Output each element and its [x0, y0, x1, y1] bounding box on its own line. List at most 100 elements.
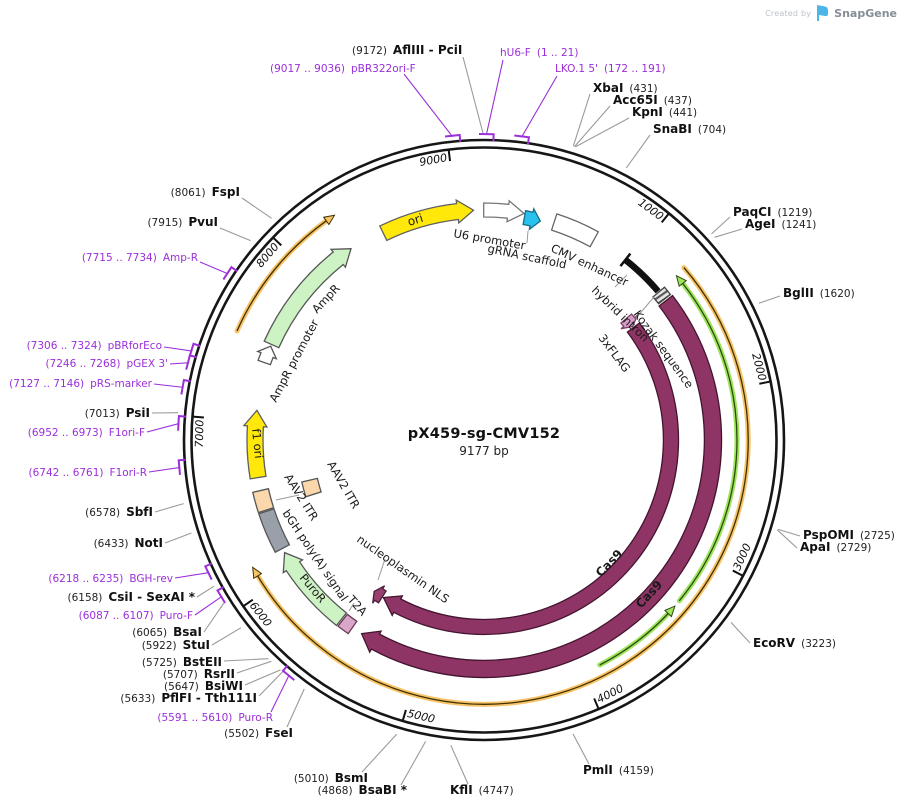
snapgene-brand-label: SnapGene: [834, 6, 897, 20]
orf-green-long-line: [678, 282, 738, 602]
enzyme-leader-line: [625, 134, 651, 169]
enzyme-label[interactable]: BglII (1620): [783, 286, 855, 300]
enzyme-leader-line: [450, 744, 469, 785]
enzyme-label[interactable]: PaqCI (1219): [733, 205, 812, 219]
enzyme-leader-line: [400, 741, 427, 786]
enzyme-label[interactable]: KpnI (441): [632, 105, 697, 119]
primer-pBRforEco: (7306 .. 7324) pBRforEco: [27, 340, 201, 359]
primer-tick: [177, 458, 186, 475]
enzyme-label[interactable]: XbaI (431): [593, 81, 658, 95]
enzyme-label[interactable]: SnaBI (704): [653, 122, 726, 136]
enzyme-KflI: KflI (4747): [450, 744, 514, 797]
primer-leader-line: [194, 595, 223, 616]
feature-puror[interactable]: [282, 551, 348, 627]
enzyme-leader-line: [575, 117, 630, 148]
feature-3xflag[interactable]: [619, 313, 638, 330]
enzyme-label[interactable]: (7013) PsiI: [85, 406, 150, 420]
primer-F1ori-R: (6742 .. 6761) F1ori-R: [29, 458, 186, 479]
primer-label[interactable]: (6952 .. 6973) F1ori-F: [28, 427, 145, 439]
feature-ampr-promoter[interactable]: [255, 345, 278, 366]
feature-label-f1-ori[interactable]: f1 ori: [249, 428, 266, 459]
feature-ori[interactable]: [378, 198, 475, 242]
feature-nucleoplasmin-nls[interactable]: [372, 585, 387, 604]
feature-leader-line-5: [275, 494, 300, 501]
primer-label[interactable]: (7306 .. 7324) pBRforEco: [27, 340, 162, 352]
enzyme-EcoRV: EcoRV (3223): [730, 621, 836, 650]
enzyme-label[interactable]: (6158) CsiI - SexAI *: [67, 590, 195, 604]
enzyme-label[interactable]: (5502) FseI: [224, 726, 293, 740]
enzyme-label[interactable]: (4868) BsaBI *: [318, 783, 408, 797]
enzyme-label[interactable]: (5010) BsmI: [294, 771, 368, 785]
primer-label[interactable]: LKO.1 5' (172 .. 191): [555, 63, 666, 75]
enzyme-leader-line: [236, 660, 272, 674]
primer-label[interactable]: (6742 .. 6761) F1ori-R: [29, 467, 147, 479]
primer-label[interactable]: (7127 .. 7146) pRS-marker: [9, 378, 153, 390]
primer-label[interactable]: (6087 .. 6107) Puro-F: [79, 610, 193, 622]
enzyme-leader-line: [219, 227, 251, 242]
primer-label[interactable]: (7715 .. 7734) Amp-R: [82, 252, 198, 264]
enzyme-BsaBI-: (4868) BsaBI *: [318, 741, 427, 797]
primer-pGEX-3-: (7246 .. 7268) pGEX 3': [45, 354, 197, 370]
feature-hybrid-intron-cap: [619, 252, 632, 267]
feature-leader-line-0: [526, 230, 529, 244]
enzyme-label[interactable]: (6065) BsaI: [132, 625, 202, 639]
enzyme-BsaI: (6065) BsaI: [132, 602, 225, 639]
feature-cas9-inner[interactable]: [382, 322, 680, 636]
enzyme-SnaBI: SnaBI (704): [625, 122, 726, 169]
enzyme-label[interactable]: AgeI (1241): [745, 217, 816, 231]
feature-label-nucleoplasmin-nls[interactable]: nucleoplasmin NLS: [354, 532, 452, 606]
enzyme-label[interactable]: (7915) PvuI: [147, 215, 218, 229]
primer-label[interactable]: (7246 .. 7268) pGEX 3': [45, 358, 168, 370]
feature-f1-ori[interactable]: [242, 409, 269, 480]
primer-label[interactable]: (9017 .. 9036) pBR322ori-F: [270, 63, 416, 75]
feature-cas9-outer[interactable]: [360, 294, 723, 679]
primer-leader-line: [199, 261, 229, 275]
feature-aav2-itr-outer[interactable]: [252, 487, 275, 514]
enzyme-label[interactable]: EcoRV (3223): [753, 636, 836, 650]
enzyme-AflIII-PciI: (9172) AflIII - PciI: [352, 43, 484, 134]
feature-label-ori[interactable]: ori: [406, 211, 425, 229]
primer-label[interactable]: hU6-F (1 .. 21): [500, 47, 578, 59]
enzyme-label[interactable]: (9172) AflIII - PciI: [352, 43, 462, 57]
enzyme-RsrII: (5707) RsrII: [163, 660, 272, 681]
feature-leader-line-2: [614, 274, 628, 288]
primer-tick: [188, 342, 201, 359]
scale-tick-label: 9000: [418, 151, 448, 169]
enzyme-BglII: BglII (1620): [758, 286, 855, 304]
enzyme-label[interactable]: (5707) RsrII: [163, 667, 235, 681]
feature-u6-promoter[interactable]: [483, 199, 526, 223]
feature-grna-scaffold[interactable]: [522, 206, 542, 231]
enzyme-label[interactable]: PmlI (4159): [583, 763, 654, 777]
feature-bgh-polya[interactable]: [257, 508, 291, 554]
enzyme-PaqCI: PaqCI (1219): [711, 205, 812, 235]
enzyme-PsiI: (7013) PsiI: [85, 406, 179, 420]
enzyme-label[interactable]: (6578) SbfI: [85, 505, 153, 519]
enzyme-label[interactable]: (8061) FspI: [171, 185, 240, 199]
feature-label-3xflag[interactable]: 3xFLAG: [596, 331, 634, 375]
enzyme-label[interactable]: Acc65I (437): [613, 93, 692, 107]
primer-leader-line: [146, 422, 180, 433]
enzyme-label[interactable]: (5633) PflFI - Tth111I: [120, 691, 257, 705]
enzyme-label[interactable]: PspOMI (2725): [803, 528, 895, 542]
enzyme-StuI: (5922) StuI: [142, 627, 242, 652]
primer-label[interactable]: (6218 .. 6235) BGH-rev: [48, 573, 173, 585]
feature-ampr[interactable]: [263, 248, 352, 349]
enzyme-label[interactable]: KflI (4747): [450, 783, 514, 797]
feature-t2a[interactable]: [337, 613, 358, 635]
primer-leader-line: [270, 674, 290, 713]
primer-label[interactable]: (5591 .. 5610) Puro-R: [157, 712, 273, 724]
feature-cmv-enhancer[interactable]: [550, 213, 600, 248]
primer-pBR322ori-F: (9017 .. 9036) pBR322ori-F: [270, 63, 462, 142]
enzyme-label[interactable]: (5922) StuI: [142, 638, 210, 652]
enzyme-leader-line: [361, 733, 398, 773]
enzyme-label[interactable]: (5647) BsiWI: [164, 679, 243, 693]
enzyme-label[interactable]: (5725) BstEII: [142, 655, 222, 669]
enzyme-label[interactable]: (6433) NotI: [94, 536, 163, 550]
enzyme-PspOMI: PspOMI (2725): [777, 528, 895, 542]
feature-label-aav2-itr[interactable]: AAV2 ITR: [324, 459, 362, 512]
primer-tick: [216, 586, 226, 604]
feature-aav2-itr-inner[interactable]: [301, 477, 322, 498]
enzyme-label[interactable]: ApaI (2729): [800, 540, 871, 554]
enzyme-leader-line: [258, 671, 284, 697]
